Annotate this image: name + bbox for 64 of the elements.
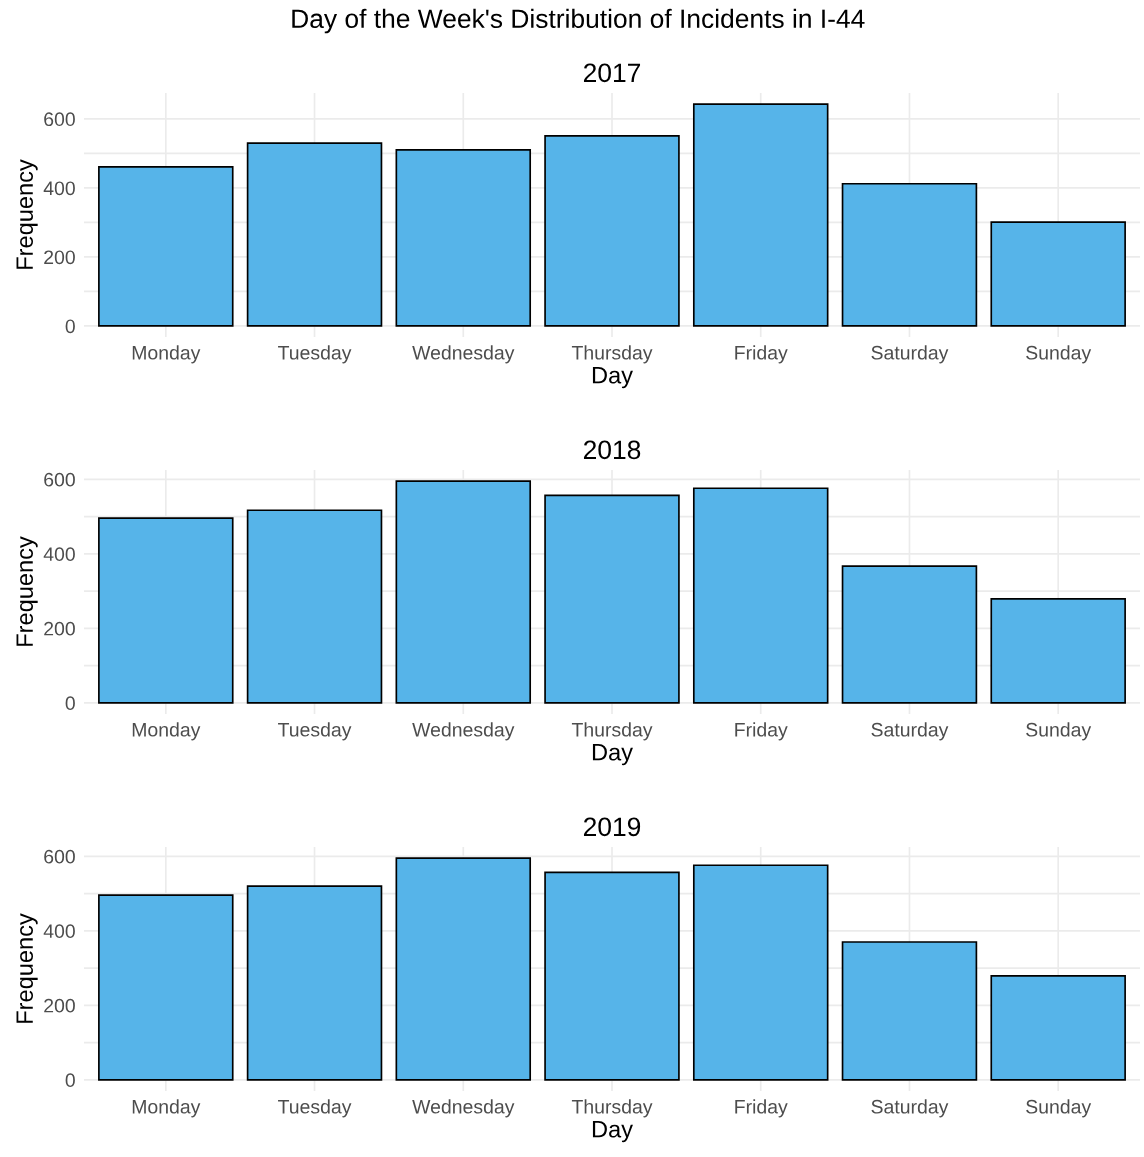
- y-tick-label: 200: [44, 621, 75, 636]
- y-axis-title: Frequency: [16, 159, 38, 269]
- bar: [990, 598, 1126, 704]
- y-tick-label: 400: [43, 547, 75, 562]
- x-tick-label: Sunday: [1026, 722, 1092, 741]
- bar: [841, 941, 978, 1081]
- y-tick-label: 400: [43, 924, 75, 939]
- bar: [841, 182, 978, 327]
- y-tick-label: 0: [65, 319, 75, 334]
- bar: [246, 885, 383, 1081]
- x-tick-label: Tuesday: [278, 1099, 352, 1118]
- bar: [395, 480, 532, 704]
- x-axis-title: Day: [592, 1121, 633, 1143]
- chart-subtitle: 2017: [583, 63, 641, 83]
- x-tick-label: Thursday: [571, 722, 653, 741]
- y-tick-label: 0: [65, 1073, 75, 1088]
- bar: [246, 509, 383, 704]
- bar: [692, 103, 829, 327]
- x-tick-label: Sunday: [1026, 345, 1092, 364]
- x-axis-title: Day: [592, 367, 633, 389]
- x-tick-label: Tuesday: [278, 722, 352, 741]
- bar: [544, 494, 680, 704]
- y-tick-label: 600: [44, 112, 75, 127]
- x-tick-label: Friday: [735, 1099, 788, 1118]
- y-tick-label: 400: [43, 181, 75, 196]
- bar: [98, 166, 234, 327]
- x-tick-label: Wednesday: [412, 1099, 515, 1118]
- y-tick-label: 600: [44, 472, 75, 487]
- x-tick-label: Friday: [735, 345, 788, 364]
- x-tick-label: Saturday: [871, 1099, 949, 1118]
- bar: [98, 894, 234, 1081]
- y-tick-label: 600: [44, 849, 75, 864]
- x-tick-label: Wednesday: [412, 722, 515, 741]
- bar: [395, 857, 532, 1081]
- bar: [98, 517, 234, 704]
- x-tick-label: Sunday: [1026, 1099, 1092, 1118]
- x-tick-label: Wednesday: [412, 345, 515, 364]
- bar: [841, 565, 978, 704]
- bar: [692, 864, 829, 1081]
- x-tick-label: Tuesday: [278, 345, 352, 364]
- bar: [990, 975, 1126, 1081]
- y-axis-title: Frequency: [16, 536, 38, 646]
- x-tick-label: Saturday: [871, 722, 949, 741]
- x-tick-label: Monday: [132, 1099, 201, 1118]
- x-tick-label: Monday: [132, 722, 201, 741]
- x-axis-title: Day: [592, 744, 633, 766]
- y-tick-label: 200: [44, 998, 75, 1013]
- bar: [395, 149, 532, 327]
- bar: [544, 871, 680, 1081]
- bar: [990, 221, 1126, 327]
- chart-title: 2018: [583, 440, 641, 460]
- x-tick-label: Saturday: [871, 345, 949, 364]
- x-tick-label: Friday: [735, 722, 788, 741]
- x-tick-label: Monday: [132, 345, 201, 364]
- bar: [544, 134, 680, 327]
- y-tick-label: 0: [65, 696, 75, 711]
- y-tick-label: 200: [44, 250, 75, 265]
- bar: [692, 487, 829, 704]
- y-axis-title: Frequency: [16, 913, 38, 1023]
- x-tick-label: Thursday: [571, 1099, 653, 1118]
- x-tick-label: Thursday: [571, 345, 653, 364]
- chart-title: 2019: [583, 817, 641, 837]
- chart-title: Day of the Week's Distribution of Incidents in I-44: [292, 8, 865, 34]
- bar: [246, 142, 383, 327]
